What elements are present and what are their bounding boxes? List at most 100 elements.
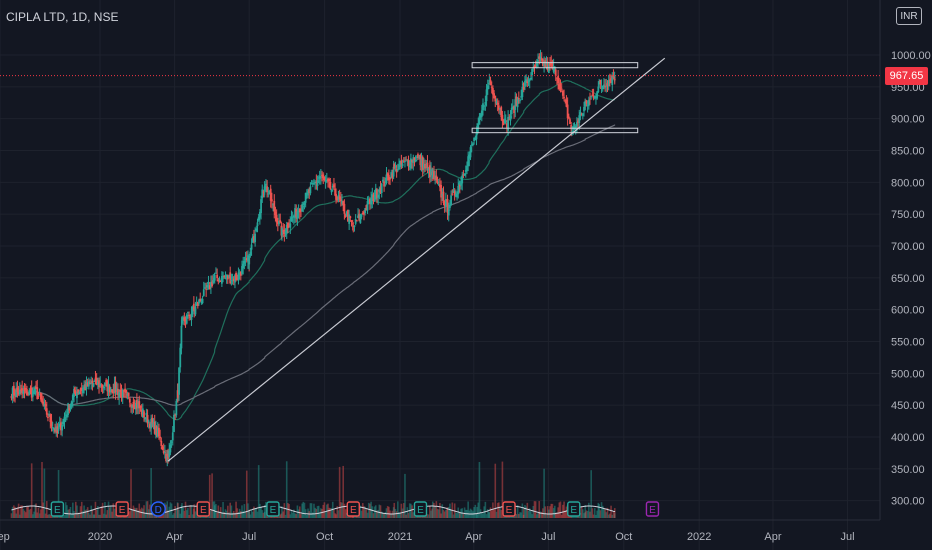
volume-bar (235, 501, 237, 518)
candle-body (433, 171, 435, 180)
candle-body (102, 386, 105, 389)
earnings-marker (413, 501, 428, 517)
volume-bar (469, 508, 472, 518)
candle-body (446, 199, 449, 213)
candle-body (52, 427, 55, 430)
candle-body (406, 160, 409, 162)
candle-body (69, 403, 72, 409)
candle-body (364, 208, 367, 213)
volume-bar (183, 510, 186, 518)
candle-body (592, 95, 595, 99)
volume-bar (429, 505, 431, 518)
candle-body (195, 303, 198, 306)
earnings-marker-letter: E (649, 505, 656, 516)
candle-body (593, 96, 596, 99)
candle-body (78, 391, 81, 395)
candle-body (77, 389, 80, 394)
candle-body (297, 210, 300, 212)
volume-bar (139, 509, 142, 518)
candle-body (57, 428, 60, 431)
candle-body (307, 191, 309, 196)
trendline (167, 57, 666, 462)
volume-bar (379, 505, 382, 518)
candle-body (82, 388, 84, 394)
candle-body (63, 416, 66, 422)
volume-bar (90, 505, 93, 518)
candle-body (268, 190, 271, 193)
candle-body (457, 185, 460, 195)
candle-body (382, 179, 384, 182)
earnings-marker (196, 501, 210, 517)
volume-bar (185, 510, 188, 518)
candle-body (565, 99, 568, 107)
volume-bar (522, 509, 525, 518)
candle-body (460, 180, 462, 186)
volume-bar (167, 510, 169, 518)
candle-body (550, 62, 553, 65)
volume-bar (343, 503, 346, 518)
candle-body (244, 259, 247, 261)
volume-bar (177, 503, 179, 518)
currency-badge[interactable]: INR (896, 7, 922, 25)
candle-body (422, 163, 425, 169)
candle-body (234, 275, 236, 283)
candle-body (122, 390, 125, 392)
candle-body (304, 192, 307, 203)
volume-bar (181, 502, 183, 518)
candle-body (308, 189, 311, 193)
volume-bar (458, 511, 461, 518)
candle-body (412, 157, 415, 163)
candle-body (219, 281, 222, 283)
volume-bar (134, 508, 137, 518)
candle-body (118, 392, 121, 398)
candle-body (470, 144, 473, 146)
candle-body (325, 179, 328, 182)
candle-body (10, 395, 13, 399)
volume-bar (290, 510, 293, 518)
earnings-marker-letter: E (350, 505, 357, 516)
candle-body (84, 384, 87, 391)
volume-bar (104, 502, 106, 518)
candle-body (183, 317, 186, 321)
volume-bar (474, 504, 477, 518)
volume-bar (263, 505, 266, 518)
volume-bar (584, 505, 587, 518)
volume-bar (345, 512, 348, 518)
candle-body (591, 94, 594, 96)
x-tick-label: Apr (465, 531, 482, 543)
candle-body (539, 56, 542, 60)
volume-bar (321, 509, 323, 518)
candle-body (91, 380, 94, 384)
candle-body (174, 414, 177, 416)
candle-body (127, 392, 130, 397)
candle-body (309, 186, 312, 194)
volume-bar (611, 514, 614, 518)
candle-body (500, 106, 503, 118)
candle-body (334, 189, 337, 196)
candle-body (495, 101, 498, 104)
candle-body (54, 428, 56, 432)
candle-body (204, 287, 206, 289)
volume-bar (549, 506, 551, 518)
candle-body (317, 177, 320, 179)
volume-bar (70, 514, 73, 518)
candle-body (201, 298, 204, 304)
candle-body (45, 408, 48, 415)
candle-body (571, 130, 574, 132)
volume-bar (402, 503, 405, 518)
candle-body (253, 235, 255, 241)
candle-body (96, 381, 99, 385)
volume-bar (612, 511, 615, 518)
candle-body (115, 388, 118, 391)
candle-body (316, 180, 319, 186)
dividend-marker (150, 501, 166, 517)
y-tick-label: 550.00 (891, 337, 925, 349)
candle-body (17, 391, 20, 395)
candle-body (479, 114, 482, 118)
volume-bar (500, 510, 503, 518)
candle-body (179, 347, 182, 368)
volume-bar (295, 513, 298, 518)
volume-bar (373, 506, 376, 518)
volume-bar (476, 506, 478, 518)
